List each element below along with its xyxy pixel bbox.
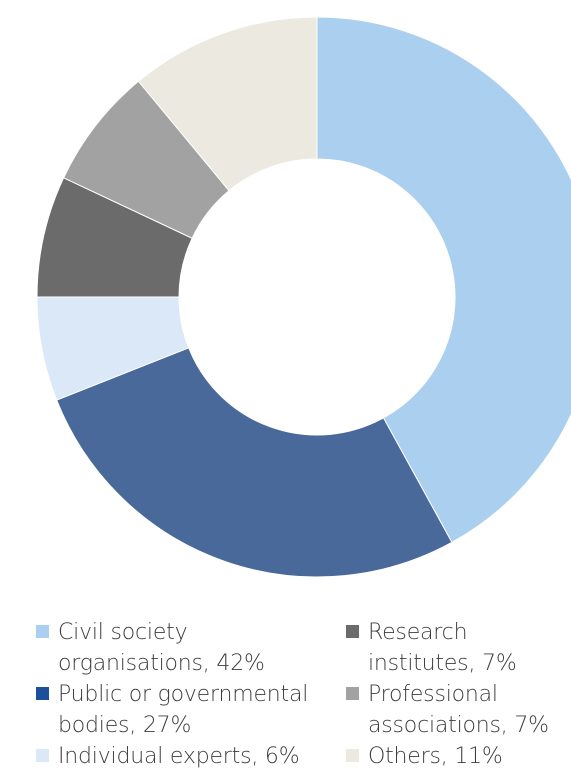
legend-swatch-professional-associations bbox=[346, 687, 359, 700]
slice-others bbox=[137, 16, 318, 192]
legend-item-professional-associations: Professional associations, 7% bbox=[346, 679, 549, 741]
slice-public-bodies bbox=[56, 347, 453, 578]
legend-swatch-research-institutes bbox=[346, 625, 359, 638]
legend-label-research-institutes: Research institutes, 7% bbox=[368, 620, 517, 676]
legend-label-others: Others, 11% bbox=[368, 744, 503, 769]
legend-item-public-bodies: Public or governmental bodies, 27% bbox=[36, 679, 308, 741]
legend-swatch-others bbox=[346, 749, 359, 762]
legend-item-civil-society: Civil society organisations, 42% bbox=[36, 617, 265, 679]
legend-label-professional-associations: Professional associations, 7% bbox=[368, 682, 549, 738]
legend-item-others: Others, 11% bbox=[346, 741, 503, 772]
legend-label-civil-society: Civil society organisations, 42% bbox=[58, 620, 265, 676]
legend-item-individual-experts: Individual experts, 6% bbox=[36, 741, 300, 772]
legend-item-research-institutes: Research institutes, 7% bbox=[346, 617, 517, 679]
legend-label-individual-experts: Individual experts, 6% bbox=[58, 744, 300, 769]
legend-swatch-civil-society bbox=[36, 625, 49, 638]
donut-slices bbox=[36, 16, 571, 578]
donut-chart bbox=[36, 16, 571, 578]
legend-swatch-individual-experts bbox=[36, 749, 49, 762]
legend: Civil society organisations, 42% Public … bbox=[0, 617, 571, 769]
slice-civil-society bbox=[316, 16, 571, 544]
legend-label-public-bodies: Public or governmental bodies, 27% bbox=[58, 682, 309, 738]
legend-swatch-public-bodies bbox=[36, 687, 49, 700]
